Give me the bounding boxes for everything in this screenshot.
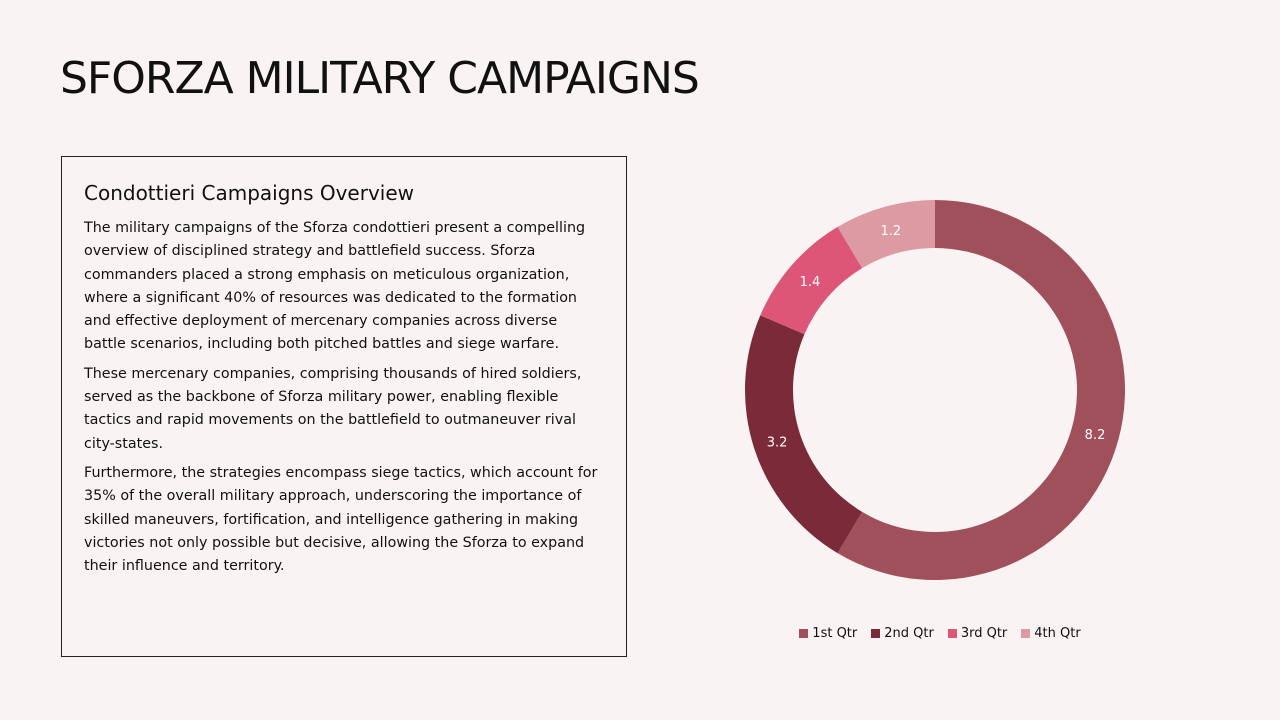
overview-paragraph: The military campaigns of the Sforza con… [84, 220, 586, 353]
chart-legend: 1st Qtr 2nd Qtr 3rd Qtr 4th Qtr [700, 626, 1180, 641]
donut-slice-1 [837, 200, 1125, 580]
legend-label: 4th Qtr [1034, 626, 1081, 641]
legend-item: 4th Qtr [1021, 626, 1081, 641]
slide-title: SFORZA MILITARY CAMPAIGNS [60, 53, 700, 104]
donut-data-label: 1.2 [880, 224, 901, 239]
donut-chart: 8.2 3.2 1.4 1.2 1st Qtr 2nd Qtr 3rd Qtr 4th Qt… [700, 160, 1180, 660]
legend-item: 3rd Qtr [947, 626, 1008, 641]
overview-heading: Condottieri Campaigns Overview [84, 181, 415, 205]
overview-text-box: Condottieri Campaigns Overview The milit… [61, 156, 627, 657]
donut-chart-svg: 8.2 3.2 1.4 1.2 [745, 200, 1125, 580]
legend-swatch [1021, 629, 1031, 638]
donut-slice-3 [760, 226, 863, 335]
legend-item: 1st Qtr [799, 626, 857, 641]
legend-swatch [799, 629, 809, 638]
overview-paragraph: These mercenary companies, comprising th… [84, 365, 582, 452]
legend-swatch [871, 629, 881, 638]
donut-data-label: 8.2 [1085, 428, 1106, 443]
legend-label: 2nd Qtr [884, 626, 934, 641]
legend-item: 2nd Qtr [871, 626, 934, 641]
donut-slice-2 [745, 315, 863, 554]
legend-swatch [947, 629, 957, 638]
donut-slice-4 [837, 200, 935, 269]
donut-data-label: 3.2 [767, 435, 788, 450]
legend-label: 1st Qtr [812, 626, 858, 641]
legend-label: 3rd Qtr [960, 626, 1008, 641]
donut-data-label: 1.4 [800, 275, 821, 290]
overview-paragraph: Furthermore, the strategies encompass si… [84, 464, 598, 575]
